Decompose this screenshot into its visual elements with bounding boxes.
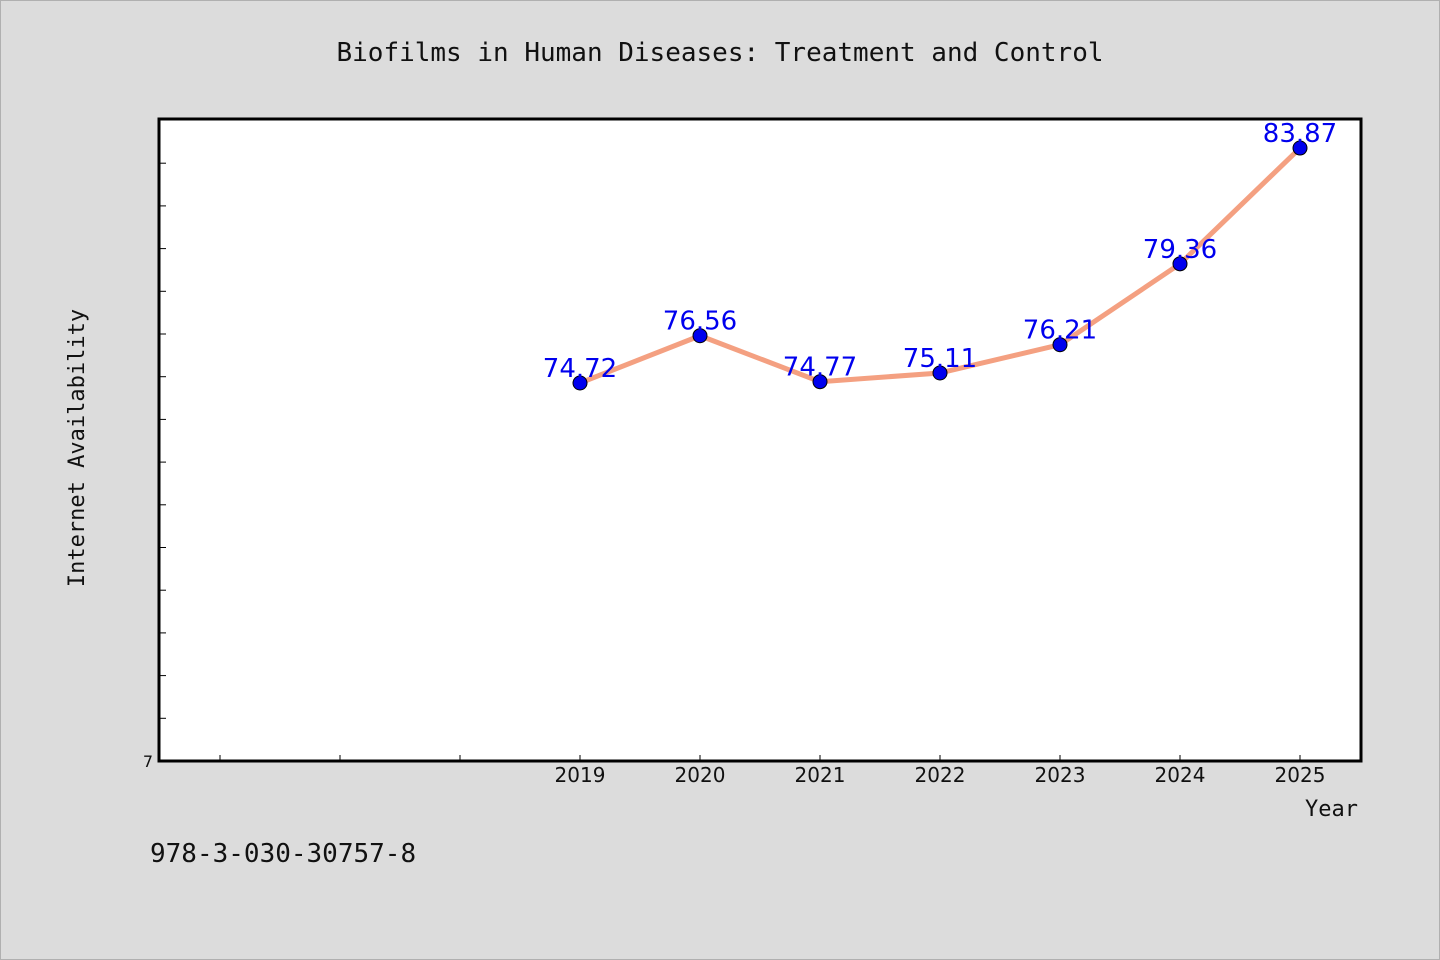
data-label: 74.72 <box>543 354 617 384</box>
y-axis-title: Internet Availability <box>65 309 90 587</box>
data-label: 79.36 <box>1143 235 1217 265</box>
x-axis-ticks <box>219 755 1301 761</box>
data-label: 83.87 <box>1263 119 1337 149</box>
plot-area <box>157 117 1363 763</box>
data-point <box>692 328 708 344</box>
data-points <box>572 140 1308 391</box>
chart-title: Biofilms in Human Diseases: Treatment an… <box>336 38 1103 68</box>
data-label: 76.21 <box>1023 316 1097 346</box>
x-tick-label: 2022 <box>915 763 966 787</box>
data-point <box>932 365 948 381</box>
data-point <box>1172 256 1188 272</box>
x-axis-title: Year <box>1305 797 1358 822</box>
data-point <box>1052 337 1068 353</box>
x-tick-label: 2019 <box>555 763 606 787</box>
x-tick-label: 2024 <box>1155 763 1206 787</box>
x-tick-label: 2023 <box>1035 763 1086 787</box>
data-label: 75.11 <box>903 344 977 374</box>
x-tick-label: 2020 <box>675 763 726 787</box>
y-axis-ticks <box>159 162 166 719</box>
data-label: 74.77 <box>783 353 857 383</box>
data-labels: 74.72 76.56 74.77 75.11 76.21 79.36 83.87 <box>543 119 1337 384</box>
data-point <box>812 374 828 390</box>
data-point <box>1292 140 1308 156</box>
isbn-footer: 978-3-030-30757-8 <box>150 839 416 869</box>
data-point <box>572 375 588 391</box>
y-tick-label: 7 <box>143 752 153 771</box>
x-tick-label: 2025 <box>1275 763 1326 787</box>
x-tick-labels: 2019 2020 2021 2022 2023 2024 2025 <box>555 763 1326 787</box>
x-tick-label: 2021 <box>795 763 846 787</box>
data-label: 76.56 <box>663 307 737 337</box>
